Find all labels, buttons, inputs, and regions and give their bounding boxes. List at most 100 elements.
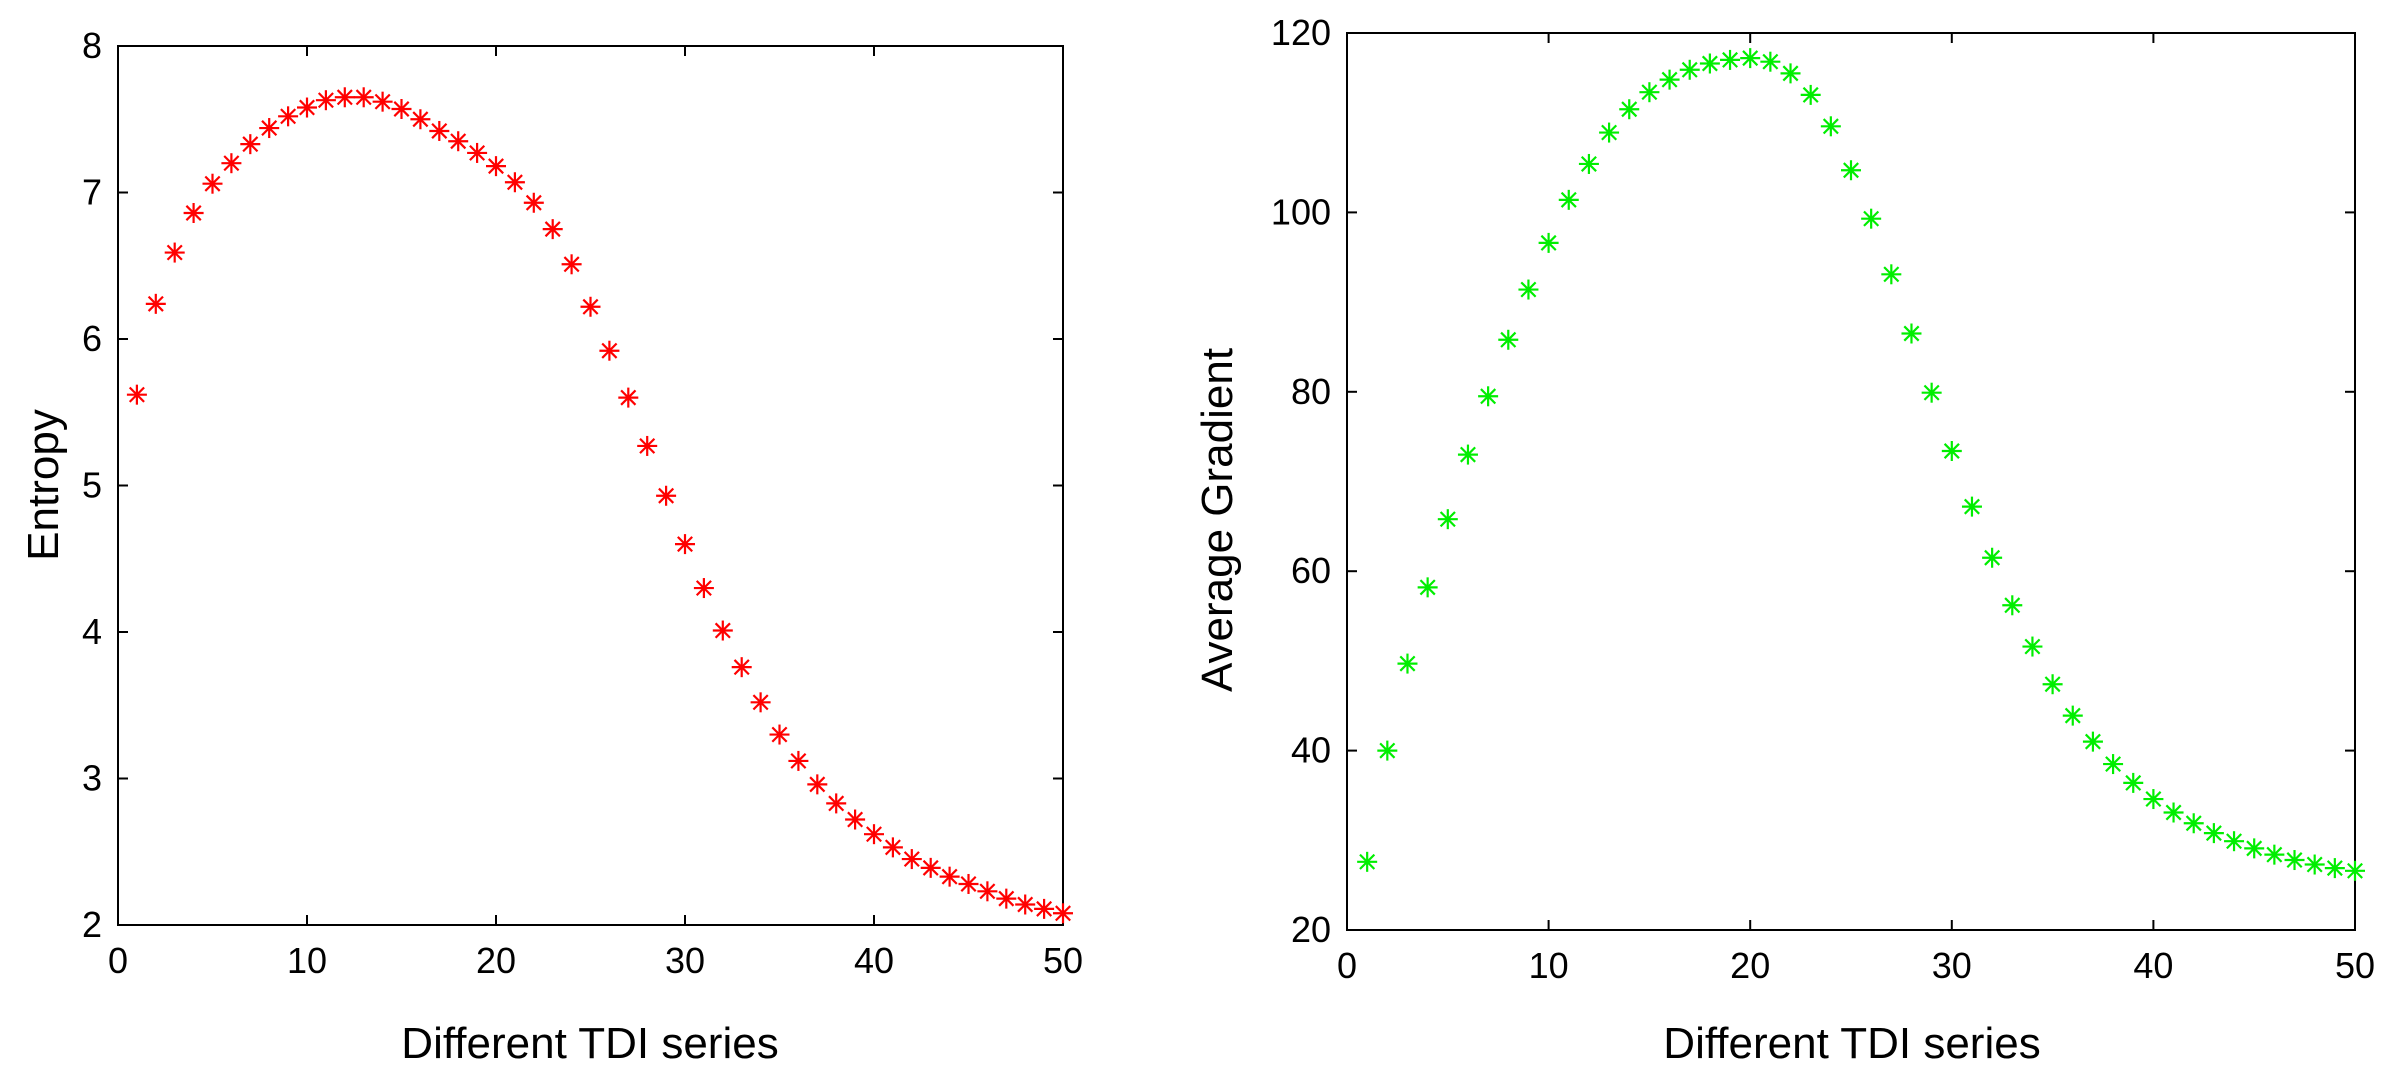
entropy-chart-data-point [126, 384, 147, 405]
average-gradient-chart-x-tick-label: 20 [1730, 945, 1770, 986]
average-gradient-chart-y-axis-label: Average Gradient [1193, 348, 1242, 692]
average-gradient-chart-data-point [1699, 53, 1720, 74]
average-gradient-chart-data-point [2264, 844, 2285, 865]
entropy-chart-data-point [1053, 903, 1073, 924]
average-gradient-chart-data-point [2062, 705, 2083, 726]
entropy-chart-data-point [240, 134, 261, 155]
entropy-chart-data-point [334, 87, 355, 108]
entropy-chart-plot-frame [117, 45, 1064, 926]
average-gradient-chart-data-point [1679, 59, 1700, 80]
average-gradient-chart-data-point [1921, 382, 1942, 403]
entropy-chart-data-point [958, 873, 979, 894]
entropy-chart-data-point [788, 750, 809, 771]
entropy-chart-data-point [939, 866, 960, 887]
average-gradient-chart-plot-frame [1346, 32, 2356, 931]
average-gradient-chart-data-point [2224, 831, 2245, 852]
average-gradient-chart-data-point [1558, 189, 1579, 210]
average-gradient-chart-x-tick-label: 40 [2133, 945, 2173, 986]
average-gradient-chart-data-point [2183, 813, 2204, 834]
entropy-chart-data-point [996, 888, 1017, 909]
average-gradient-chart-y-tick-label: 20 [1291, 909, 1331, 950]
entropy-chart-data-point [656, 485, 677, 506]
average-gradient-chart-data-point [1578, 153, 1599, 174]
entropy-chart-x-tick-label: 0 [108, 940, 128, 981]
average-gradient-chart-data-point [1780, 63, 1801, 84]
entropy-chart-y-axis-label: Entropy [19, 409, 68, 561]
average-gradient-chart-data-point [2143, 789, 2164, 810]
average-gradient-chart-data-point [1841, 160, 1861, 181]
entropy-chart-data-point [807, 774, 828, 795]
entropy-chart-data-point [486, 156, 506, 177]
average-gradient-chart-panel: Different TDI series Average Gradient 0 1… [1193, 12, 2375, 1068]
average-gradient-chart-y-tick-label: 40 [1291, 730, 1331, 771]
average-gradient-chart-data-point [1357, 851, 1378, 872]
average-gradient-chart-y-tick-label: 100 [1271, 191, 1331, 232]
average-gradient-chart-data-point [2103, 754, 2124, 775]
average-gradient-chart-data-point [1740, 48, 1761, 69]
entropy-chart-data-point [278, 106, 299, 127]
average-gradient-chart-data-point [1982, 547, 2003, 568]
average-gradient-chart-data-point [1377, 740, 1398, 761]
entropy-chart-data-point [845, 809, 866, 830]
entropy-chart-data-point [920, 857, 941, 878]
average-gradient-chart-data-point [1478, 386, 1499, 407]
entropy-chart-y-tick-label: 4 [82, 611, 102, 652]
entropy-chart-data-point [712, 620, 733, 641]
entropy-chart-panel: Different TDI series Entropy 0 10 20 30 40 50… [19, 25, 1083, 1068]
average-gradient-chart-data-point [2345, 860, 2365, 881]
average-gradient-chart-data-point [2284, 850, 2305, 871]
average-gradient-chart-data-point [1720, 49, 1741, 70]
average-gradient-chart-data-point [2082, 731, 2103, 752]
entropy-chart-data-point [259, 118, 280, 139]
average-gradient-chart-x-tick-label: 50 [2335, 945, 2375, 986]
average-gradient-chart-data-point [1599, 122, 1620, 143]
entropy-chart-data-point [637, 435, 658, 456]
entropy-chart-x-tick-label: 40 [854, 940, 894, 981]
entropy-chart-data-point [977, 881, 998, 902]
average-gradient-chart-data-point [1397, 653, 1418, 674]
average-gradient-chart-data-point [1760, 51, 1781, 72]
entropy-chart-data-point [448, 131, 469, 152]
entropy-chart-data-point [183, 203, 204, 224]
entropy-chart-data-point [467, 142, 488, 163]
average-gradient-chart-data-point [1639, 82, 1660, 103]
average-gradient-chart-data-point [1659, 69, 1680, 90]
entropy-chart-data-point [164, 242, 185, 263]
entropy-chart-data-point [580, 296, 601, 317]
entropy-chart-data-point [429, 120, 450, 141]
entropy-chart-x-tick-label: 30 [665, 940, 705, 981]
average-gradient-chart-data-point [2022, 636, 2043, 657]
entropy-chart-x-tick-label: 50 [1043, 940, 1083, 981]
average-gradient-chart-y-tick-label: 60 [1291, 550, 1331, 591]
average-gradient-chart-data-point [2324, 858, 2345, 879]
average-gradient-chart-y-tick-label: 120 [1271, 12, 1331, 53]
entropy-chart-data-point [599, 340, 620, 361]
entropy-chart-data-point [618, 387, 639, 408]
entropy-chart-data-point [561, 254, 582, 275]
entropy-chart-data-point [145, 293, 166, 314]
average-gradient-chart-x-axis-label: Different TDI series [1663, 1019, 2040, 1068]
entropy-chart-y-tick-label: 6 [82, 318, 102, 359]
entropy-chart-data-point [1015, 894, 1036, 915]
average-gradient-chart-x-tick-label: 0 [1337, 945, 1357, 986]
average-gradient-chart-data-point [1538, 232, 1559, 253]
average-gradient-chart-data-point [2123, 772, 2144, 793]
entropy-chart-data-point [750, 692, 771, 713]
average-gradient-chart-data-point [2163, 802, 2184, 823]
average-gradient-chart-data-point [2244, 838, 2265, 859]
entropy-chart-y-tick-label: 7 [82, 172, 102, 213]
entropy-chart-data-point [882, 837, 903, 858]
entropy-chart-data-point [297, 97, 317, 118]
entropy-chart-data-point [675, 534, 695, 555]
entropy-chart-data-point [826, 793, 847, 814]
average-gradient-chart-data-point [1417, 577, 1438, 598]
average-gradient-chart-data-point [1437, 509, 1458, 530]
average-gradient-chart-data-point [2002, 595, 2023, 616]
entropy-chart-y-tick-label: 5 [82, 465, 102, 506]
entropy-chart-data-point [769, 724, 790, 745]
average-gradient-chart-data-point [2042, 674, 2063, 695]
average-gradient-chart-data-point [1861, 208, 1882, 229]
average-gradient-chart-data-point [1518, 279, 1539, 300]
average-gradient-chart-data-point [1961, 496, 1982, 517]
entropy-chart-data-point [315, 90, 336, 111]
